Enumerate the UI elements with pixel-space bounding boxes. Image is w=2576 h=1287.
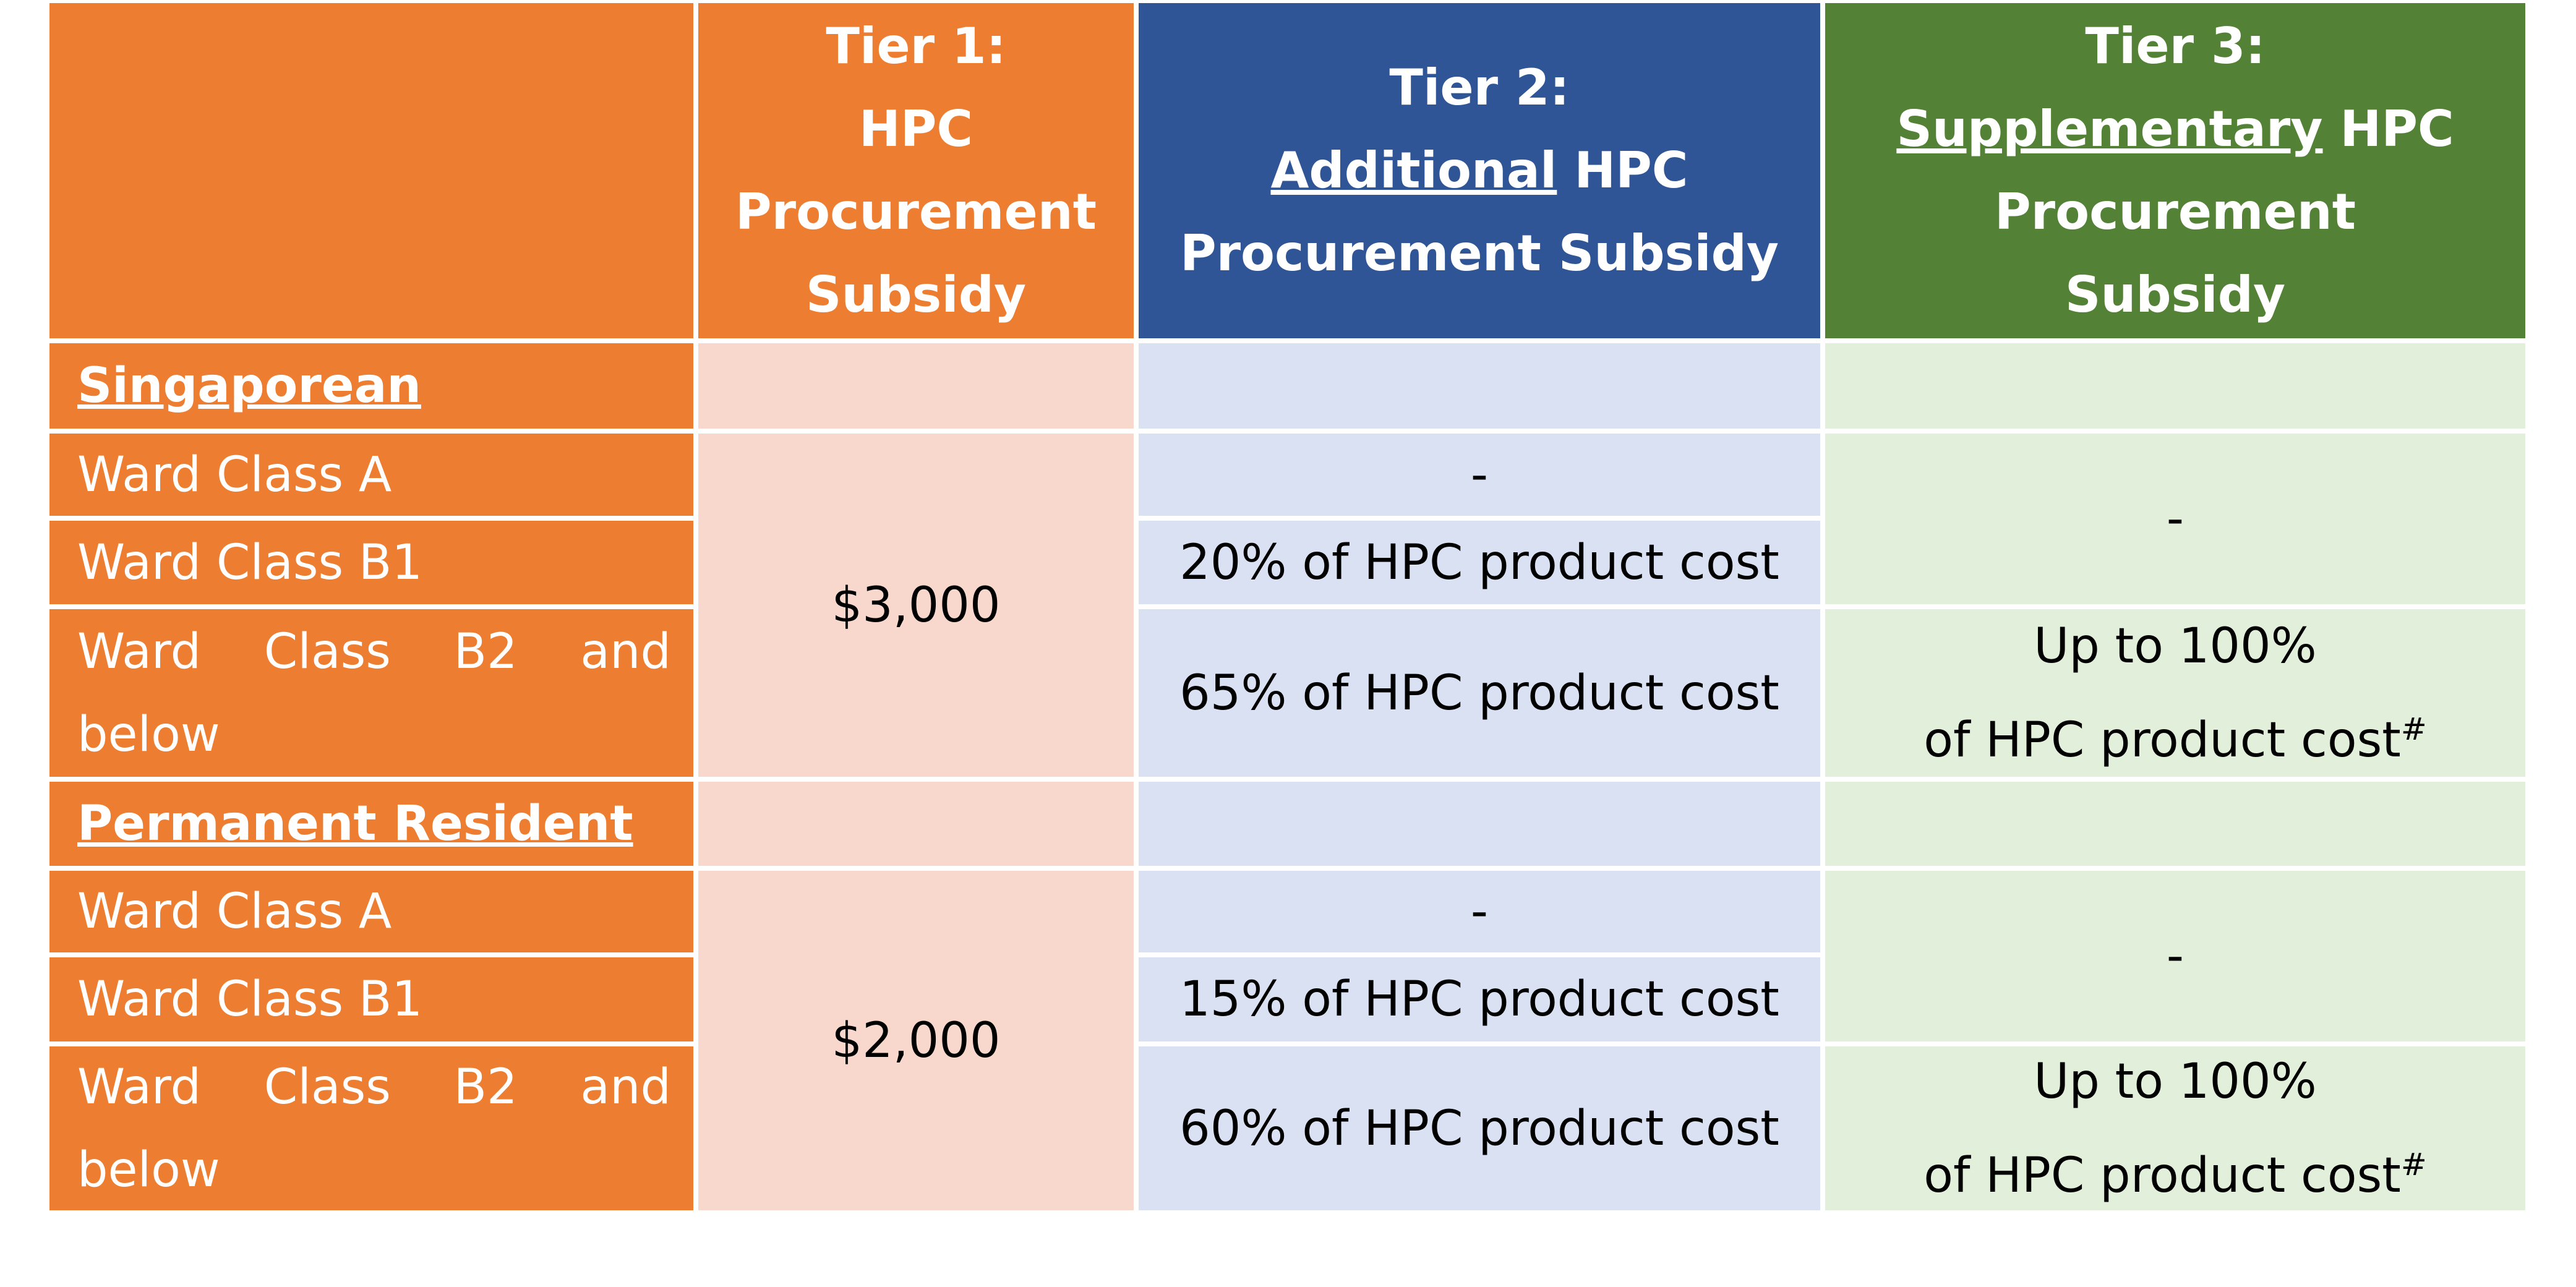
tier3-text: Up to 100%	[2034, 618, 2317, 674]
header-cell: Tier 1: HPC Procurement Subsidy	[698, 3, 1134, 338]
tier2-text: -	[1470, 884, 1489, 939]
tier3-text: of HPC product cost	[1923, 1147, 2401, 1204]
header-blank	[49, 3, 693, 338]
header-line: Procurement	[1995, 171, 2356, 254]
header-text: HPC	[2322, 100, 2454, 158]
tier2-cell: 65% of HPC product cost	[1139, 609, 1820, 777]
tier2-text: -	[1470, 447, 1489, 503]
tier3-text: -	[2166, 928, 2184, 984]
tier3-text: -	[2166, 491, 2184, 547]
row-label: Ward Class B2 and below	[49, 1046, 693, 1210]
header-line: Additional HPC	[1270, 129, 1688, 212]
section-fill	[1139, 782, 1820, 866]
header-text: Procurement	[735, 183, 1097, 241]
tier2-text: 15% of HPC product cost	[1179, 972, 1779, 1027]
tier1-cell: $2,000	[698, 871, 1134, 1210]
section-fill	[1825, 343, 2525, 429]
row-label: Ward Class A	[49, 434, 693, 516]
footnote-mark: #	[2400, 1146, 2427, 1182]
header-text: Supplementary	[1896, 100, 2323, 158]
tier3-line: -	[2167, 477, 2184, 560]
tier2-text: 20% of HPC product cost	[1179, 534, 1779, 591]
header-text: Additional	[1270, 142, 1557, 199]
header-line: Tier 2:	[1389, 46, 1569, 129]
tier3-text: Up to 100%	[2034, 1053, 2317, 1110]
section-fill	[698, 782, 1134, 866]
header-cell: Tier 2: Additional HPC Procurement Subsidy	[1139, 3, 1820, 338]
tier3-cell: Up to 100% of HPC product cost#	[1825, 1046, 2525, 1210]
tier3-line: Up to 100%	[2034, 1040, 2317, 1123]
tier3-cell: -	[1825, 434, 2525, 604]
header-line: Supplementary HPC	[1896, 88, 2454, 171]
tier3-line: -	[2167, 915, 2184, 998]
tier2-text: 65% of HPC product cost	[1179, 665, 1779, 721]
section-label: Singaporean	[49, 343, 693, 429]
row-label-text: Ward Class B1	[77, 534, 423, 591]
tier2-cell: -	[1139, 434, 1820, 516]
row-label: Ward Class B2 and below	[49, 609, 693, 777]
row-label-text: Ward Class B1	[77, 972, 423, 1027]
tier3-cell: Up to 100% of HPC product cost#	[1825, 609, 2525, 777]
header-line: HPC	[859, 88, 973, 171]
header-text: HPC	[858, 100, 973, 158]
footnote-mark: #	[2400, 711, 2427, 747]
section-label: Permanent Resident	[49, 782, 693, 866]
tier3-text: of HPC product cost	[1923, 712, 2401, 768]
tier3-cell: -	[1825, 871, 2525, 1041]
header-text: Subsidy	[2065, 266, 2286, 323]
header-text: Procurement Subsidy	[1179, 224, 1779, 282]
row-label-text: Ward Class A	[77, 884, 392, 939]
header-text: Subsidy	[805, 266, 1027, 323]
tier1-text: $3,000	[831, 577, 1001, 633]
section-name: Permanent Resident	[77, 796, 633, 852]
header-line: Tier 1:	[826, 5, 1006, 88]
header-text: Tier 3:	[2085, 17, 2266, 75]
section-fill	[1139, 343, 1820, 429]
tier1-text: $2,000	[831, 1012, 1001, 1069]
row-label-text: Ward Class B2 and below	[77, 623, 671, 763]
header-text: HPC	[1557, 142, 1688, 199]
section-fill	[1825, 782, 2525, 866]
tier3-line: of HPC product cost#	[1923, 688, 2426, 782]
tier2-text: 60% of HPC product cost	[1179, 1100, 1779, 1157]
header-line: Subsidy	[2065, 254, 2285, 336]
header-text: Tier 1:	[826, 17, 1006, 75]
section-name: Singaporean	[77, 358, 421, 414]
tier2-cell: 15% of HPC product cost	[1139, 957, 1820, 1041]
tier2-cell: 20% of HPC product cost	[1139, 521, 1820, 604]
tier1-cell: $3,000	[698, 434, 1134, 777]
row-label: Ward Class B1	[49, 957, 693, 1041]
header-line: Tier 3:	[2085, 5, 2265, 88]
header-line: Procurement Subsidy	[1180, 212, 1779, 295]
tier2-cell: -	[1139, 871, 1820, 952]
tier2-cell: 60% of HPC product cost	[1139, 1046, 1820, 1210]
row-label-text: Ward Class A	[77, 447, 392, 503]
header-cell: Tier 3: Supplementary HPC Procurement Subsi…	[1825, 3, 2525, 338]
header-line: Procurement	[735, 171, 1097, 254]
header-text: Tier 2:	[1389, 59, 1570, 116]
row-label: Ward Class A	[49, 871, 693, 952]
header-line: Subsidy	[806, 254, 1026, 336]
tier3-line: of HPC product cost#	[1923, 1123, 2426, 1217]
row-label: Ward Class B1	[49, 521, 693, 604]
tier3-line: Up to 100%	[2034, 605, 2317, 688]
row-label-text: Ward Class B2 and below	[77, 1059, 671, 1198]
header-text: Procurement	[1995, 183, 2356, 241]
section-fill	[698, 343, 1134, 429]
